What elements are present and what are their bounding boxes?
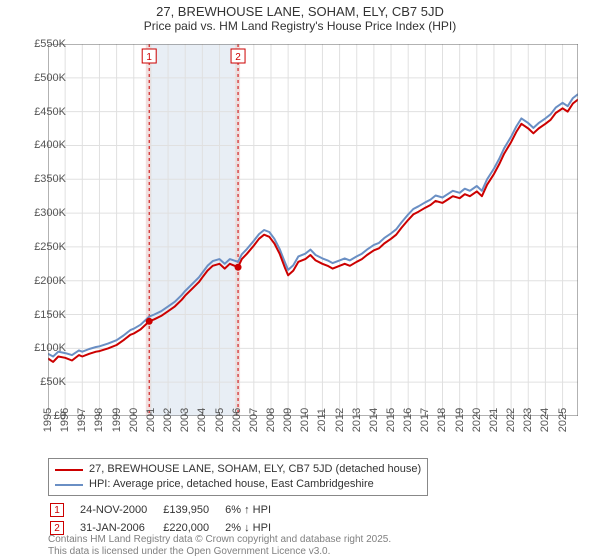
legend-swatch <box>55 484 83 486</box>
x-axis-tick-label: 2015 <box>385 408 397 432</box>
x-axis-tick-label: 2010 <box>299 408 311 432</box>
x-axis-tick-label: 2021 <box>488 408 500 432</box>
x-axis-tick-label: 2007 <box>248 408 260 432</box>
x-axis-tick-label: 2020 <box>471 408 483 432</box>
y-axis-tick-label: £100K <box>34 342 66 354</box>
x-axis-tick-label: 2008 <box>265 408 277 432</box>
x-axis-tick-label: 1998 <box>93 408 105 432</box>
x-axis-tick-label: 2019 <box>454 408 466 432</box>
transaction-price: £139,950 <box>163 502 223 518</box>
y-axis-tick-label: £250K <box>34 241 66 253</box>
x-axis-tick-label: 2002 <box>162 408 174 432</box>
legend-label: HPI: Average price, detached house, East… <box>89 477 374 492</box>
x-axis-tick-label: 1995 <box>42 408 54 432</box>
footer-attribution: Contains HM Land Registry data © Crown c… <box>48 534 391 558</box>
y-axis-tick-label: £150K <box>34 309 66 321</box>
x-axis-tick-label: 2006 <box>231 408 243 432</box>
footer-line1: Contains HM Land Registry data © Crown c… <box>48 534 391 546</box>
x-axis-tick-label: 2000 <box>128 408 140 432</box>
x-axis-tick-label: 2009 <box>282 408 294 432</box>
y-axis-tick-label: £400K <box>34 139 66 151</box>
chart-title-line2: Price paid vs. HM Land Registry's House … <box>0 19 600 35</box>
y-axis-tick-label: £50K <box>40 376 66 388</box>
footer-line2: This data is licensed under the Open Gov… <box>48 546 391 558</box>
legend-label: 27, BREWHOUSE LANE, SOHAM, ELY, CB7 5JD … <box>89 462 421 477</box>
x-axis-tick-label: 2017 <box>419 408 431 432</box>
marker-badge: 1 <box>50 503 64 517</box>
x-axis-tick-label: 2025 <box>557 408 569 432</box>
transaction-delta: 6% ↑ HPI <box>225 502 285 518</box>
legend-row: HPI: Average price, detached house, East… <box>55 477 421 492</box>
x-axis-tick-label: 2022 <box>505 408 517 432</box>
x-axis-tick-label: 2012 <box>334 408 346 432</box>
x-axis-tick-label: 2005 <box>214 408 226 432</box>
y-axis-tick-label: £350K <box>34 173 66 185</box>
y-axis-tick-label: £550K <box>34 38 66 50</box>
x-axis-tick-label: 1999 <box>111 408 123 432</box>
x-axis-tick-label: 2023 <box>522 408 534 432</box>
marker-badge: 2 <box>50 521 64 535</box>
price-chart: 12 <box>48 44 578 416</box>
svg-text:2: 2 <box>235 52 241 63</box>
x-axis-tick-label: 2018 <box>436 408 448 432</box>
x-axis-tick-label: 2014 <box>368 408 380 432</box>
x-axis-tick-label: 2001 <box>145 408 157 432</box>
x-axis-tick-label: 1997 <box>76 408 88 432</box>
legend-row: 27, BREWHOUSE LANE, SOHAM, ELY, CB7 5JD … <box>55 462 421 477</box>
x-axis-tick-label: 2003 <box>179 408 191 432</box>
x-axis-tick-label: 2011 <box>316 408 328 432</box>
y-axis-tick-label: £450K <box>34 106 66 118</box>
x-axis-tick-label: 2004 <box>196 408 208 432</box>
svg-text:1: 1 <box>146 52 152 63</box>
transaction-row: 1 24-NOV-2000 £139,950 6% ↑ HPI <box>50 502 285 518</box>
chart-title-line1: 27, BREWHOUSE LANE, SOHAM, ELY, CB7 5JD <box>0 0 600 19</box>
transaction-date: 24-NOV-2000 <box>80 502 161 518</box>
y-axis-tick-label: £200K <box>34 275 66 287</box>
x-axis-tick-label: 2016 <box>402 408 414 432</box>
transactions-table: 1 24-NOV-2000 £139,950 6% ↑ HPI 2 31-JAN… <box>48 500 287 538</box>
x-axis-tick-label: 1996 <box>59 408 71 432</box>
y-axis-tick-label: £300K <box>34 207 66 219</box>
x-axis-tick-label: 2013 <box>351 408 363 432</box>
legend-swatch <box>55 469 83 471</box>
chart-legend: 27, BREWHOUSE LANE, SOHAM, ELY, CB7 5JD … <box>48 458 428 496</box>
x-axis-tick-label: 2024 <box>539 408 551 432</box>
y-axis-tick-label: £500K <box>34 72 66 84</box>
